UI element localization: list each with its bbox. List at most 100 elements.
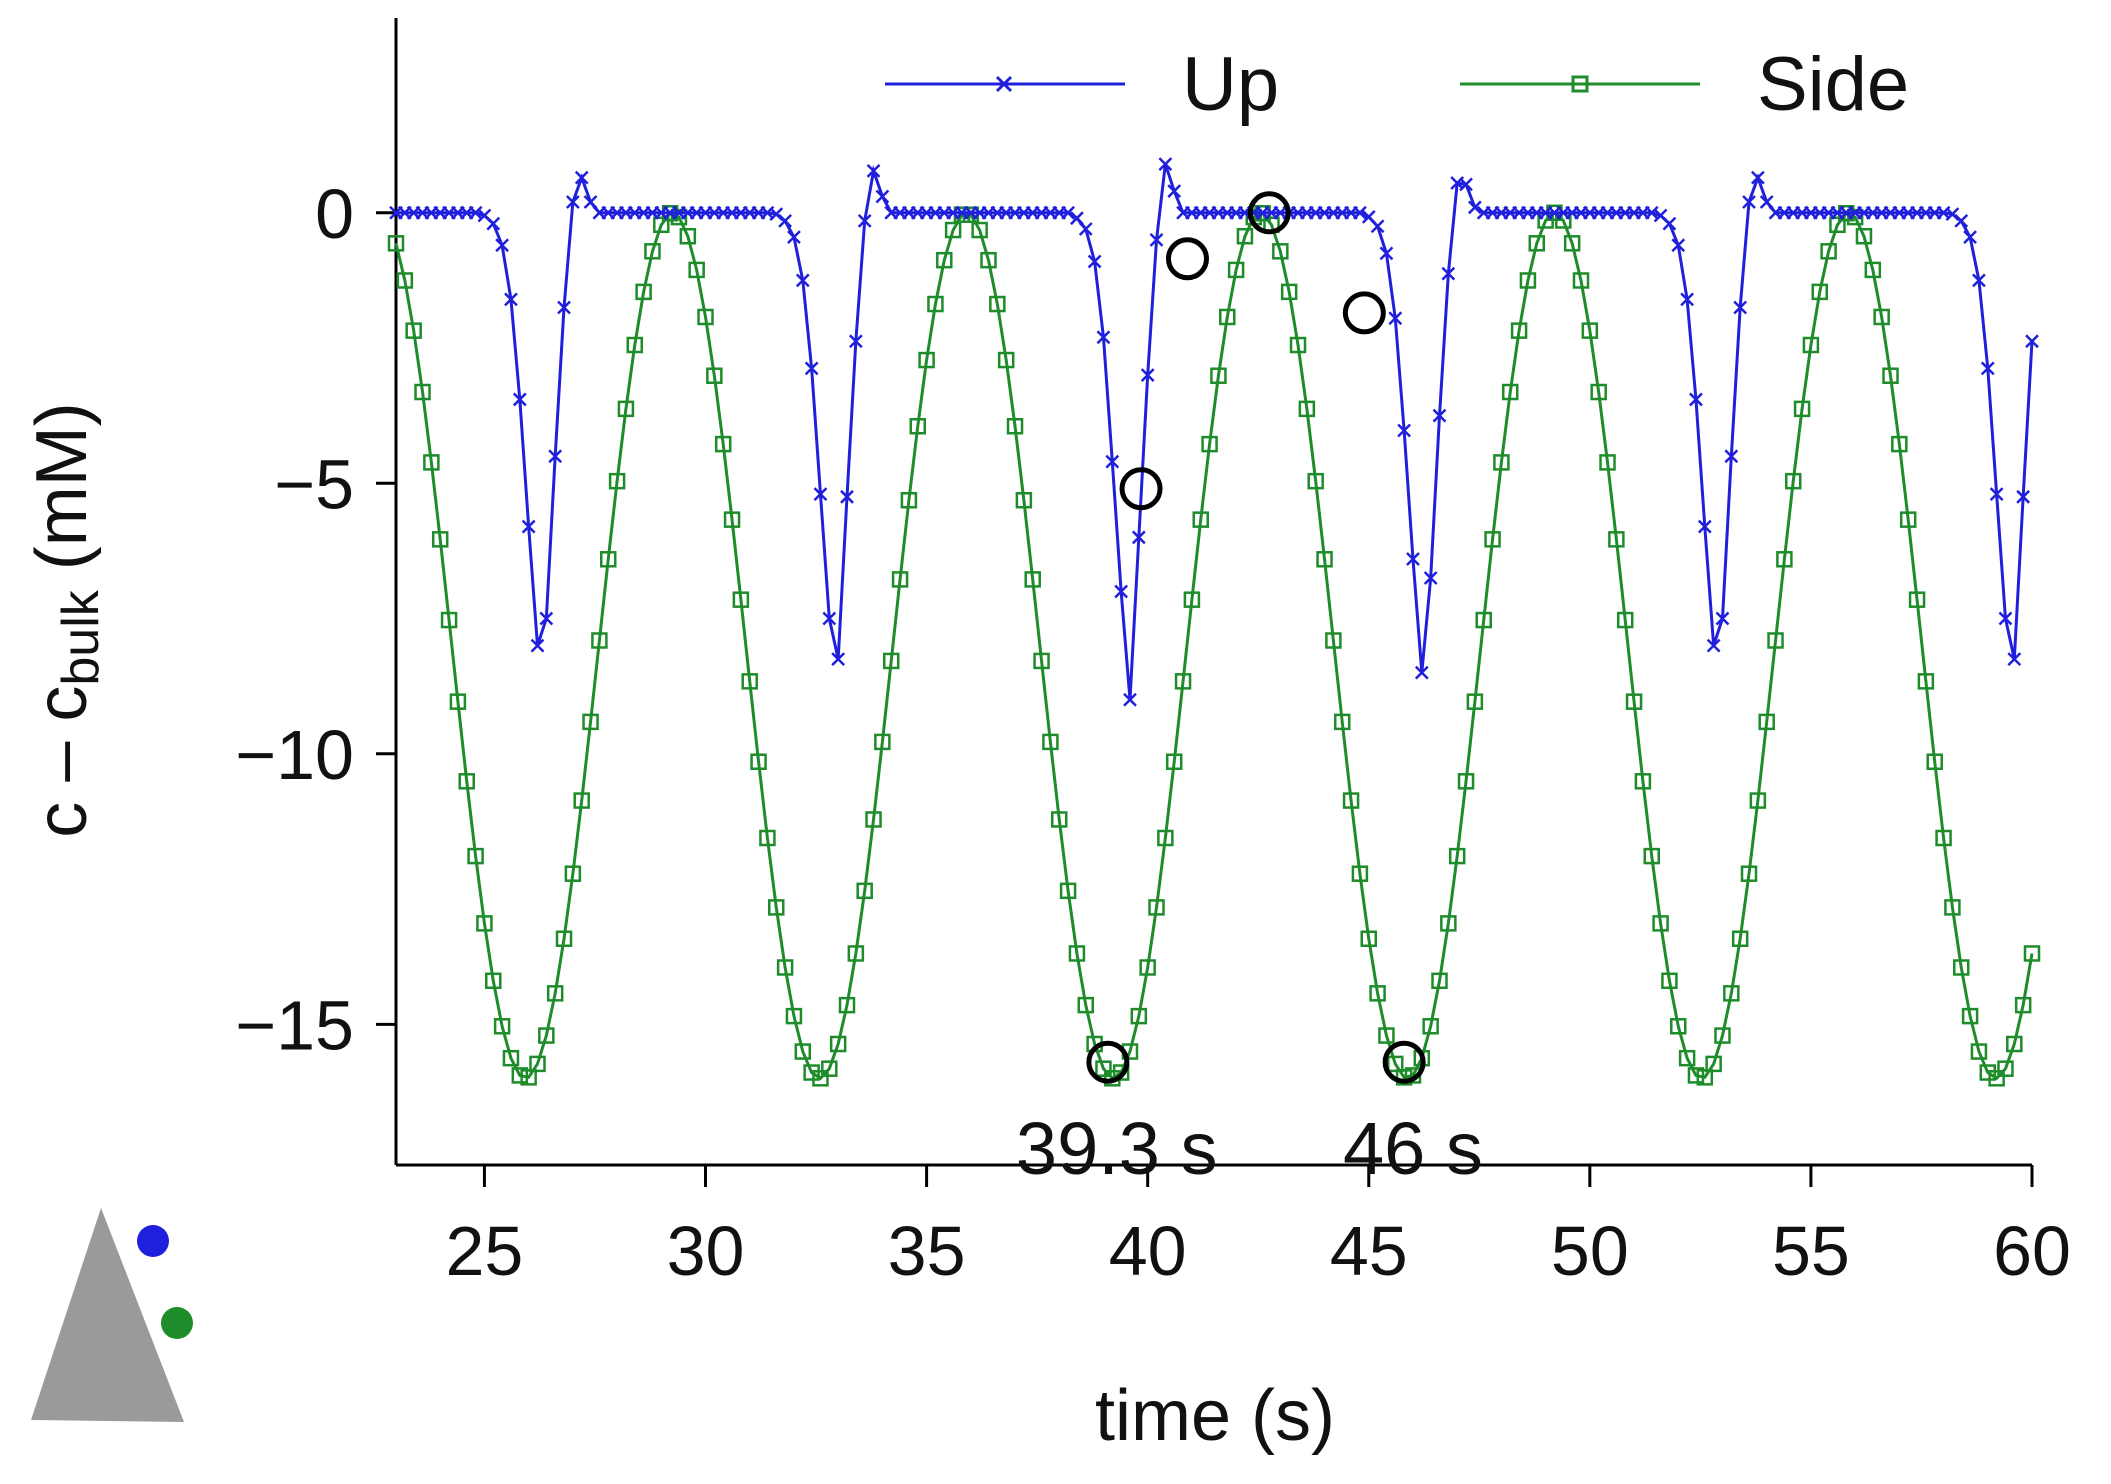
up-point bbox=[530, 638, 545, 653]
side-point bbox=[1829, 216, 1846, 234]
up-point bbox=[1459, 177, 1473, 192]
side-point bbox=[759, 829, 776, 847]
up-point bbox=[1123, 692, 1137, 707]
side-point bbox=[1749, 792, 1767, 809]
up-point bbox=[1131, 530, 1146, 545]
side-point bbox=[1050, 811, 1068, 828]
up-point bbox=[565, 195, 580, 209]
side-point bbox=[1687, 1067, 1705, 1084]
side-point bbox=[1024, 571, 1041, 588]
up-point bbox=[1353, 205, 1367, 220]
side-point bbox=[768, 899, 785, 916]
side-point bbox=[1095, 1060, 1112, 1077]
x-axis-label: time (s) bbox=[1095, 1376, 1335, 1456]
up-point bbox=[866, 163, 881, 178]
side-point bbox=[1236, 227, 1254, 245]
side-point bbox=[776, 959, 794, 976]
side-point bbox=[493, 1018, 511, 1035]
highlighted-points bbox=[1086, 191, 1426, 1084]
up-point bbox=[557, 300, 571, 315]
annotation-label-1: 46 s bbox=[1343, 1107, 1483, 1190]
side-point bbox=[714, 435, 732, 453]
annotation-label-0: 39.3 s bbox=[1016, 1107, 1218, 1190]
side-point bbox=[1740, 865, 1758, 882]
side-point bbox=[856, 882, 873, 900]
side-point bbox=[1811, 283, 1829, 301]
up-point bbox=[1432, 408, 1447, 423]
side-point bbox=[1422, 1018, 1439, 1035]
side-point bbox=[1953, 959, 1970, 976]
side-point bbox=[936, 251, 953, 269]
side-point bbox=[1616, 611, 1634, 629]
up-point bbox=[1379, 246, 1394, 261]
side-point bbox=[1448, 847, 1466, 865]
side-point bbox=[1307, 472, 1324, 490]
up-point bbox=[813, 487, 828, 501]
up-point bbox=[495, 238, 510, 253]
side-point bbox=[1935, 829, 1952, 847]
side-point bbox=[874, 733, 891, 751]
side-point bbox=[1670, 1018, 1687, 1035]
side-point bbox=[1351, 865, 1369, 882]
side-point bbox=[812, 1070, 829, 1087]
y-tick-label-3: −15 bbox=[235, 986, 354, 1064]
up-point bbox=[831, 652, 846, 667]
side-point bbox=[653, 216, 670, 234]
side-point bbox=[1316, 551, 1333, 568]
side-point bbox=[1192, 511, 1209, 528]
side-point bbox=[1988, 1070, 2005, 1087]
side-point bbox=[538, 1027, 555, 1044]
side-point bbox=[732, 591, 750, 608]
side-point bbox=[1873, 308, 1890, 326]
up-point bbox=[521, 519, 536, 534]
up-point bbox=[1689, 392, 1703, 407]
up-point bbox=[875, 189, 890, 204]
side-point bbox=[1157, 829, 1174, 847]
side-point bbox=[1563, 235, 1581, 252]
side-point bbox=[1696, 1069, 1714, 1086]
side-point bbox=[1130, 1007, 1148, 1025]
side-point bbox=[1112, 1064, 1130, 1081]
side-point bbox=[2023, 945, 2041, 962]
side-point bbox=[865, 811, 882, 828]
side-point bbox=[1926, 753, 1943, 770]
up-point bbox=[2016, 489, 2031, 504]
side-point bbox=[467, 847, 484, 865]
side-point bbox=[599, 551, 617, 568]
side-point bbox=[1493, 454, 1510, 471]
series-up bbox=[389, 157, 2039, 707]
side-point bbox=[1997, 1060, 2014, 1077]
x-tick-label-45: 45 bbox=[1330, 1212, 1408, 1290]
highlight-circle-0 bbox=[1086, 1040, 1130, 1084]
up-point bbox=[804, 361, 819, 376]
side-point bbox=[1387, 1055, 1404, 1073]
side-point bbox=[1864, 261, 1882, 279]
up-point bbox=[1406, 552, 1420, 566]
up-point bbox=[822, 611, 837, 626]
legend-side-marker bbox=[1571, 75, 1589, 93]
side-point bbox=[1272, 243, 1289, 260]
up-point bbox=[1724, 449, 1739, 464]
up-point bbox=[1423, 571, 1438, 585]
side-point bbox=[1678, 1049, 1696, 1067]
side-point bbox=[511, 1067, 529, 1084]
up-point bbox=[1061, 205, 1075, 220]
up-point bbox=[1742, 195, 1756, 209]
side-point bbox=[918, 351, 935, 369]
side-point bbox=[1855, 227, 1873, 245]
side-sensor-dot bbox=[161, 1307, 193, 1339]
x-tick-label-30: 30 bbox=[667, 1212, 745, 1290]
y-axis-label-main: c – c bbox=[22, 686, 102, 838]
up-point bbox=[1980, 361, 1995, 376]
side-point bbox=[608, 472, 626, 490]
up-point bbox=[1105, 454, 1120, 469]
up-point bbox=[1989, 487, 2004, 501]
side-point bbox=[1882, 367, 1899, 384]
side-point bbox=[750, 753, 767, 770]
side-point bbox=[1820, 243, 1837, 260]
side-point bbox=[1466, 693, 1484, 710]
side-point bbox=[617, 400, 635, 418]
up-series-line bbox=[396, 163, 2034, 700]
up-point bbox=[1096, 330, 1111, 345]
up-point bbox=[795, 273, 810, 288]
